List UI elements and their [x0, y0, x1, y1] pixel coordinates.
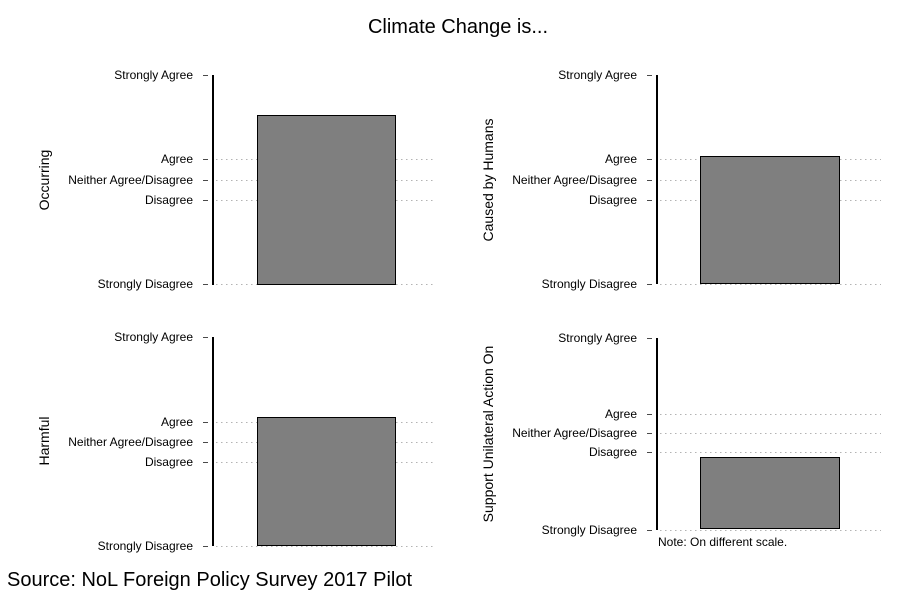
bar [257, 417, 396, 546]
tick-mark [647, 199, 652, 201]
tick-label: Strongly Agree [558, 68, 637, 82]
bar [257, 115, 396, 285]
y-axis-line [656, 338, 658, 530]
tick-label: Disagree [144, 455, 193, 469]
y-axis-line [656, 75, 658, 284]
tick-label: Strongly Agree [114, 330, 193, 344]
tick-mark [647, 451, 652, 453]
tick-mark [647, 283, 652, 285]
tick-label: Neither Agree/Disagree [68, 435, 193, 449]
gridline [660, 529, 881, 531]
tick-mark [647, 179, 652, 181]
tick-label: Agree [604, 407, 637, 421]
tick-label: Strongly Disagree [97, 277, 193, 291]
tick-label: Agree [604, 152, 637, 166]
tick-mark [203, 179, 208, 181]
tick-mark [203, 74, 208, 76]
tick-label: Strongly Disagree [97, 539, 193, 553]
figure-title: Climate Change is... [367, 16, 549, 38]
tick-label: Neither Agree/Disagree [512, 173, 637, 187]
tick-mark [647, 158, 652, 160]
tick-label: Disagree [588, 193, 637, 207]
tick-mark [203, 545, 208, 547]
gridline [660, 432, 881, 434]
tick-mark [647, 74, 652, 76]
y-axis-line [212, 337, 214, 546]
tick-label: Strongly Agree [114, 68, 193, 82]
gridline [216, 545, 436, 547]
tick-label: Agree [160, 415, 193, 429]
tick-label: Agree [160, 152, 193, 166]
tick-mark [647, 529, 652, 531]
scale-note: Note: On different scale. [658, 535, 788, 549]
bar [700, 156, 840, 284]
tick-mark [203, 421, 208, 423]
gridline [660, 283, 881, 285]
tick-mark [203, 461, 208, 463]
tick-label: Strongly Agree [558, 331, 637, 345]
gridline [660, 413, 881, 415]
y-axis-line [212, 75, 214, 285]
tick-mark [203, 336, 208, 338]
tick-mark [203, 199, 208, 201]
tick-label: Disagree [144, 193, 193, 207]
tick-label: Strongly Disagree [541, 523, 637, 537]
gridline [660, 451, 881, 453]
tick-label: Disagree [588, 445, 637, 459]
y-axis-title: Support Unilateral Action On [480, 345, 496, 523]
tick-mark [203, 158, 208, 160]
tick-label: Neither Agree/Disagree [512, 426, 637, 440]
tick-mark [647, 337, 652, 339]
tick-mark [647, 413, 652, 415]
bar [700, 457, 840, 529]
tick-mark [647, 432, 652, 434]
tick-label: Neither Agree/Disagree [68, 173, 193, 187]
source-caption: Source: NoL Foreign Policy Survey 2017 P… [7, 569, 413, 591]
tick-mark [203, 283, 208, 285]
tick-label: Strongly Disagree [541, 277, 637, 291]
tick-mark [203, 441, 208, 443]
